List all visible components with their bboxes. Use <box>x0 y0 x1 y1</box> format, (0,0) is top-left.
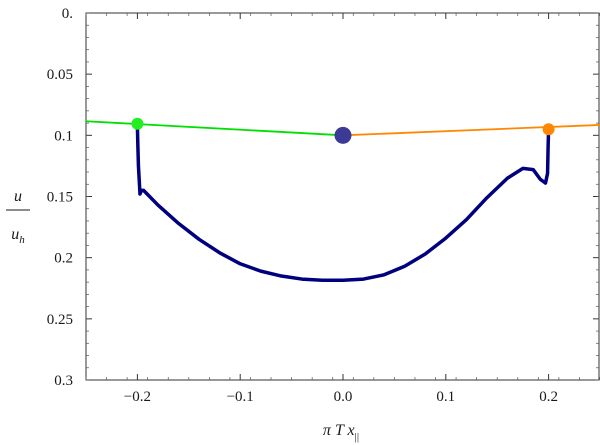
series-line-2 <box>135 125 551 283</box>
marker-point-1 <box>334 126 352 144</box>
marker-point-2 <box>542 123 555 136</box>
y-axis-ticks: 0. 0.05 0.1 0.15 0.2 0.25 0.3 <box>47 6 599 389</box>
y-tick-label: 0.15 <box>47 190 73 206</box>
y-tick-label: 0.05 <box>47 67 73 83</box>
x-tick-label: −0.2 <box>124 389 151 405</box>
x-axis-label-main: π T x <box>323 422 355 439</box>
y-axis-label: u uh <box>6 188 30 246</box>
y-tick-label: 0.1 <box>54 128 73 144</box>
x-axis-label-subscript: || <box>355 431 359 443</box>
x-axis-label-text: π T x|| <box>323 422 359 443</box>
x-tick-label: 0.0 <box>334 389 353 405</box>
y-axis-label-numerator: u <box>14 188 22 205</box>
y-axis-label-denominator-main: u <box>11 226 19 243</box>
series-line-1 <box>342 124 600 137</box>
y-axis-label-denominator: uh <box>11 226 25 246</box>
y-tick-label: 0.3 <box>54 373 73 389</box>
marker-point-0 <box>131 117 144 130</box>
plot-frame <box>85 12 600 381</box>
x-tick-label: 0.2 <box>539 389 558 405</box>
x-tick-label: −0.1 <box>227 389 254 405</box>
plot-frame-group <box>85 12 600 381</box>
series-line-0 <box>85 120 344 137</box>
series-layer <box>85 120 600 283</box>
x-tick-label: 0.1 <box>436 389 455 405</box>
x-axis-ticks: −0.2 −0.1 0.0 0.1 0.2 <box>85 13 600 405</box>
y-tick-label: 0.25 <box>47 312 73 328</box>
x-axis-label: π T x|| <box>323 422 359 443</box>
y-tick-label: 0.2 <box>54 251 73 267</box>
y-axis-label-denominator-subscript: h <box>19 234 25 246</box>
y-tick-label: 0. <box>62 6 73 22</box>
points-layer <box>131 117 555 144</box>
